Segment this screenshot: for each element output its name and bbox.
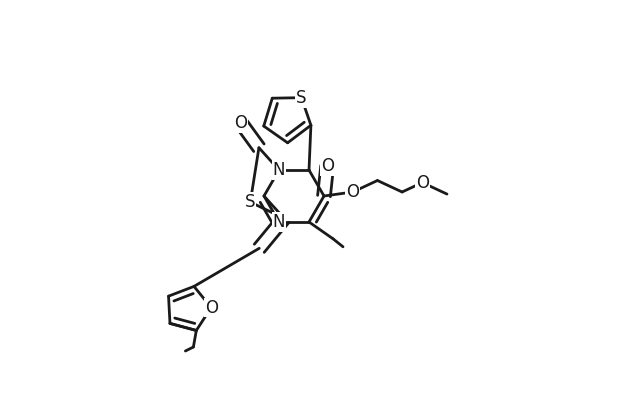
Text: O: O [321,157,333,175]
Text: S: S [245,193,255,211]
Text: O: O [234,114,248,132]
Text: N: N [273,213,285,231]
Text: O: O [205,298,218,316]
Text: O: O [346,183,359,201]
Text: O: O [416,174,429,192]
Text: N: N [273,161,285,179]
Text: S: S [296,89,307,107]
